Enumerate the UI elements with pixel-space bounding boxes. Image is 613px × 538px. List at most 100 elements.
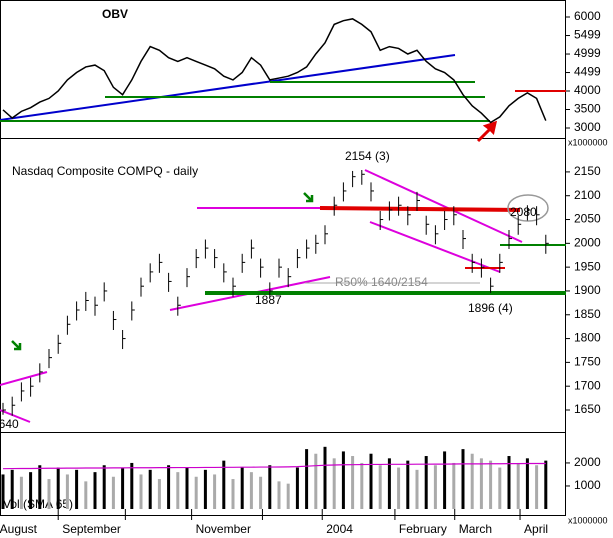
volume-bar: [157, 479, 161, 509]
volume-bar: [231, 479, 235, 509]
channel-line: [364, 169, 523, 243]
volume-bar: [369, 453, 373, 509]
volume-bar: [351, 456, 355, 509]
volume-bar: [525, 458, 529, 509]
y-tick-label: 3000: [574, 120, 601, 134]
red-arrow: [476, 120, 498, 143]
volume-bar: [148, 469, 152, 509]
y-tick-label: 1900: [574, 283, 601, 297]
annotation: 1896 (4): [468, 301, 513, 315]
volume-bar: [1, 474, 5, 509]
y-tick-label: 5499: [574, 28, 601, 42]
volume-bar: [56, 467, 60, 509]
volume-bar: [203, 469, 207, 509]
annotation: 2080: [510, 205, 537, 219]
volume-bar: [424, 456, 428, 509]
x-tick-label: November: [196, 522, 251, 536]
volume-bar: [443, 451, 447, 509]
y-tick-label: 2100: [574, 188, 601, 202]
volume-bar: [507, 456, 511, 509]
y-tick-label: 1850: [574, 307, 601, 321]
y-tick-label: 1650: [574, 402, 601, 416]
volume-bar: [93, 472, 97, 509]
resistance-line: [319, 206, 521, 212]
volume-bar: [277, 481, 281, 509]
volume-bar: [38, 465, 42, 509]
volume-bar: [305, 449, 309, 509]
volume-bar: [332, 458, 336, 509]
y-tick-label: 1000: [574, 478, 601, 492]
trendline: [0, 371, 48, 386]
volume-bar: [323, 446, 327, 509]
volume-bar: [387, 458, 391, 509]
y-tick-label: 1950: [574, 259, 601, 273]
volume-bar: [29, 472, 33, 509]
volume-bar: [286, 483, 290, 509]
volume-bar: [397, 467, 401, 509]
trendline: [0, 409, 31, 423]
y-tick-label: 2000: [574, 455, 601, 469]
obv-line: [2, 18, 547, 124]
green-arrow: [303, 192, 314, 203]
y-tick-label: 4499: [574, 65, 601, 79]
annotation: 1640: [0, 417, 19, 431]
volume-bar: [185, 467, 189, 509]
annotation: 2154 (3): [345, 149, 390, 163]
y-tick-label: 1800: [574, 331, 601, 345]
volume-bar: [461, 449, 465, 509]
volume-bar: [341, 451, 345, 509]
y-tick-label: 6000: [574, 9, 601, 23]
volume-bar: [121, 467, 125, 509]
sma-line: [2, 462, 546, 470]
volume-bar: [516, 462, 520, 509]
x-tick-label: February: [399, 522, 447, 536]
x-tick-label: September: [62, 522, 121, 536]
scale-label: x1000000: [568, 137, 608, 147]
channel-line: [369, 221, 501, 273]
volume-bar: [47, 479, 51, 509]
volume-bar: [498, 467, 502, 509]
volume-bar: [167, 465, 171, 509]
volume-bar: [102, 465, 106, 509]
volume-bar: [75, 469, 79, 509]
volume-bar: [84, 481, 88, 509]
volume-bar: [259, 476, 263, 509]
x-tick-label: 2004: [326, 522, 353, 536]
scale-label: x1000000: [568, 515, 608, 525]
volume-bar: [194, 476, 198, 509]
y-tick-label: 2000: [574, 236, 601, 250]
volume-bar: [314, 453, 318, 509]
y-tick-label: 1700: [574, 378, 601, 392]
x-tick-label: August: [0, 522, 38, 536]
volume-bar: [433, 465, 437, 509]
volume-bar: [222, 460, 226, 509]
volume-bar: [544, 460, 548, 509]
panel-title: OBV: [102, 7, 128, 21]
x-tick-label: April: [524, 522, 548, 536]
panel-title: Nasdaq Composite COMPQ - daily: [12, 164, 198, 178]
plot-frame: [0, 0, 566, 516]
volume-bar: [470, 453, 474, 509]
volume-bar: [452, 462, 456, 509]
volume-bar: [406, 460, 410, 509]
volume-bar: [176, 472, 180, 509]
annotation: R50% 1640/2154: [335, 275, 428, 289]
volume-bar: [65, 474, 69, 509]
y-tick-label: 4000: [574, 83, 601, 97]
volume-bar: [130, 462, 134, 509]
y-tick-label: 2150: [574, 164, 601, 178]
volume-bar: [19, 476, 23, 509]
volume-bar: [378, 465, 382, 509]
volume-bar: [111, 476, 115, 509]
y-tick-label: 3500: [574, 102, 601, 116]
y-tick-label: 4999: [574, 46, 601, 60]
volume-bar: [479, 458, 483, 509]
y-tick-label: 2050: [574, 212, 601, 226]
circle-mark: [507, 194, 549, 222]
volume-bar: [10, 469, 14, 509]
annotation: 1887: [255, 293, 282, 307]
volume-bar: [268, 465, 272, 509]
volume-bar: [535, 465, 539, 509]
volume-bar: [139, 474, 143, 509]
